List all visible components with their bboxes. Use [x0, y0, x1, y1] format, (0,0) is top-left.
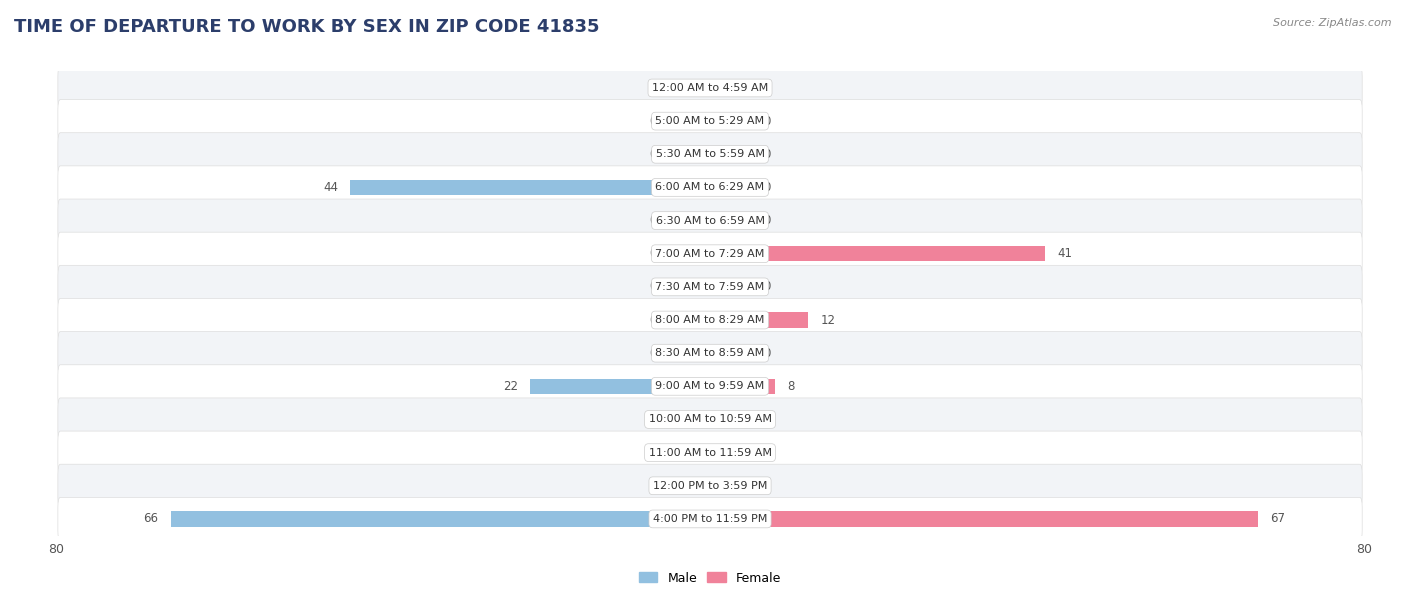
Text: 67: 67 [1270, 512, 1285, 525]
Bar [669, 80, 710, 96]
Bar [710, 146, 751, 162]
Text: 8:00 AM to 8:29 AM: 8:00 AM to 8:29 AM [655, 315, 765, 325]
Bar [669, 146, 710, 162]
Text: 8: 8 [787, 380, 794, 393]
Text: 12: 12 [820, 314, 835, 327]
Legend: Male, Female: Male, Female [634, 566, 786, 590]
Bar [710, 511, 1257, 527]
Text: 0: 0 [650, 82, 657, 95]
Bar [669, 114, 710, 129]
Text: Source: ZipAtlas.com: Source: ZipAtlas.com [1274, 18, 1392, 28]
Bar [669, 412, 710, 427]
Text: 12:00 AM to 4:59 AM: 12:00 AM to 4:59 AM [652, 83, 768, 93]
FancyBboxPatch shape [58, 67, 1362, 109]
FancyBboxPatch shape [58, 398, 1362, 441]
Text: 6:00 AM to 6:29 AM: 6:00 AM to 6:29 AM [655, 183, 765, 192]
Bar [710, 378, 776, 394]
FancyBboxPatch shape [58, 464, 1362, 508]
Text: 0: 0 [650, 446, 657, 459]
Bar [710, 279, 751, 295]
Text: 0: 0 [763, 480, 770, 492]
Bar [669, 346, 710, 361]
Bar [710, 213, 751, 228]
Text: 0: 0 [763, 347, 770, 359]
Text: 0: 0 [650, 314, 657, 327]
FancyBboxPatch shape [58, 199, 1362, 242]
Text: 5:00 AM to 5:29 AM: 5:00 AM to 5:29 AM [655, 116, 765, 126]
Text: 0: 0 [650, 480, 657, 492]
Text: 0: 0 [763, 413, 770, 426]
Text: 0: 0 [763, 181, 770, 194]
Text: 0: 0 [763, 115, 770, 127]
Text: 0: 0 [650, 280, 657, 293]
Text: 0: 0 [763, 82, 770, 95]
FancyBboxPatch shape [58, 331, 1362, 375]
Text: 12:00 PM to 3:59 PM: 12:00 PM to 3:59 PM [652, 481, 768, 491]
Text: 0: 0 [763, 214, 770, 227]
Bar [669, 445, 710, 461]
FancyBboxPatch shape [58, 365, 1362, 408]
Bar [669, 279, 710, 295]
Text: 0: 0 [650, 347, 657, 359]
FancyBboxPatch shape [58, 166, 1362, 209]
Text: 7:00 AM to 7:29 AM: 7:00 AM to 7:29 AM [655, 249, 765, 259]
Text: 0: 0 [650, 148, 657, 161]
Text: 6:30 AM to 6:59 AM: 6:30 AM to 6:59 AM [655, 215, 765, 226]
Bar [710, 346, 751, 361]
Text: 11:00 AM to 11:59 AM: 11:00 AM to 11:59 AM [648, 447, 772, 458]
Bar [710, 412, 751, 427]
Bar [710, 114, 751, 129]
FancyBboxPatch shape [58, 265, 1362, 308]
Bar [710, 478, 751, 493]
Text: 0: 0 [763, 446, 770, 459]
Text: 0: 0 [763, 280, 770, 293]
Text: 0: 0 [650, 115, 657, 127]
FancyBboxPatch shape [58, 431, 1362, 474]
Bar [669, 246, 710, 261]
Bar [170, 511, 710, 527]
FancyBboxPatch shape [58, 232, 1362, 275]
Bar [710, 80, 751, 96]
Bar [530, 378, 710, 394]
Text: 9:00 AM to 9:59 AM: 9:00 AM to 9:59 AM [655, 381, 765, 392]
Bar [669, 213, 710, 228]
Text: 4:00 PM to 11:59 PM: 4:00 PM to 11:59 PM [652, 514, 768, 524]
Text: 0: 0 [763, 148, 770, 161]
Bar [710, 445, 751, 461]
Text: 22: 22 [503, 380, 517, 393]
Bar [710, 180, 751, 195]
FancyBboxPatch shape [58, 133, 1362, 176]
Bar [669, 312, 710, 328]
FancyBboxPatch shape [58, 497, 1362, 540]
FancyBboxPatch shape [58, 299, 1362, 342]
Text: 0: 0 [650, 413, 657, 426]
Text: 10:00 AM to 10:59 AM: 10:00 AM to 10:59 AM [648, 415, 772, 424]
Bar [669, 478, 710, 493]
Bar [710, 312, 808, 328]
Bar [710, 246, 1045, 261]
Text: TIME OF DEPARTURE TO WORK BY SEX IN ZIP CODE 41835: TIME OF DEPARTURE TO WORK BY SEX IN ZIP … [14, 18, 599, 36]
Text: 66: 66 [143, 512, 159, 525]
Text: 7:30 AM to 7:59 AM: 7:30 AM to 7:59 AM [655, 282, 765, 292]
Text: 44: 44 [323, 181, 339, 194]
Text: 0: 0 [650, 214, 657, 227]
Bar [350, 180, 710, 195]
Text: 41: 41 [1057, 248, 1073, 260]
Text: 8:30 AM to 8:59 AM: 8:30 AM to 8:59 AM [655, 348, 765, 358]
Text: 0: 0 [650, 248, 657, 260]
FancyBboxPatch shape [58, 99, 1362, 143]
Text: 5:30 AM to 5:59 AM: 5:30 AM to 5:59 AM [655, 149, 765, 159]
